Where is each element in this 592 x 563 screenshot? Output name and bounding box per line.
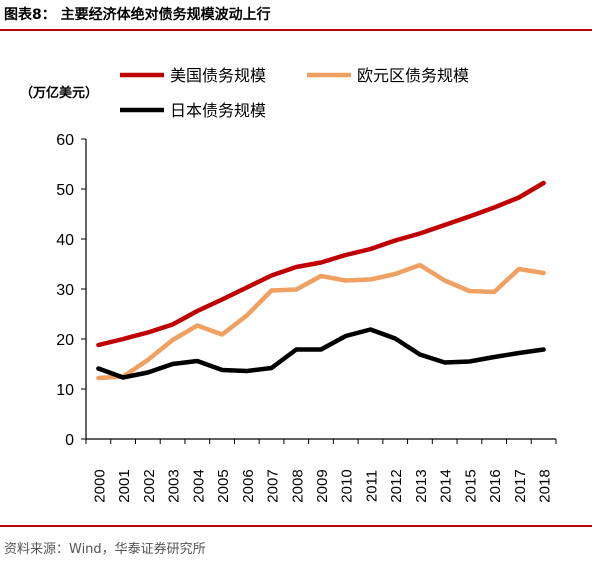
data-point — [542, 348, 545, 351]
data-point — [147, 331, 149, 334]
x-tick-label: 2009 — [314, 469, 331, 502]
data-point — [468, 215, 471, 218]
data-point — [97, 344, 100, 346]
data-point — [542, 272, 545, 274]
data-point — [369, 278, 372, 281]
series-layer — [96, 180, 546, 381]
data-point — [320, 261, 322, 264]
data-point — [518, 196, 520, 199]
y-axis-unit-label: （万亿美元） — [20, 85, 98, 101]
x-tick-label: 2017 — [512, 469, 529, 502]
y-tick-label: 60 — [56, 132, 74, 149]
data-point — [493, 206, 495, 209]
x-tick-label: 2010 — [339, 469, 356, 502]
y-tick-label: 20 — [56, 332, 74, 349]
x-tick-label: 2006 — [240, 469, 257, 502]
x-tick-label: 2018 — [537, 469, 554, 502]
data-point — [344, 335, 347, 337]
data-point — [171, 339, 174, 341]
source-note: 资料来源：Wind，华泰证券研究所 — [4, 542, 206, 557]
data-point — [493, 291, 495, 293]
data-point — [97, 377, 100, 379]
data-point — [97, 367, 100, 370]
top-rule — [0, 29, 592, 31]
data-point — [419, 232, 421, 235]
data-point — [518, 352, 520, 354]
data-point — [245, 286, 248, 289]
data-point — [468, 290, 471, 292]
x-tick-label: 2000 — [91, 469, 108, 502]
x-tick-label: 2005 — [215, 469, 232, 502]
data-point — [221, 369, 223, 371]
y-tick-label: 30 — [56, 282, 74, 299]
x-tick-label: 2011 — [363, 470, 380, 502]
y-tick-label: 0 — [65, 432, 74, 449]
y-tick-label: 10 — [56, 382, 74, 399]
x-tick-label: 2012 — [388, 469, 405, 502]
data-point — [270, 367, 273, 369]
data-point — [245, 370, 248, 372]
data-point — [443, 279, 446, 282]
data-point — [122, 376, 124, 379]
x-tick-label: 2001 — [116, 469, 133, 502]
data-point — [369, 248, 372, 250]
data-point — [443, 224, 446, 226]
legend-label: 美国债务规模 — [170, 66, 266, 85]
data-point — [196, 310, 199, 312]
data-point — [196, 360, 199, 362]
x-tick-label: 2002 — [141, 469, 158, 502]
data-point — [468, 360, 471, 363]
x-tick-label: 2015 — [462, 469, 479, 502]
data-point — [196, 324, 199, 327]
axes: 0 10 20 30 40 50 60 2000 2001 2002 2003 2004 2005 200… — [56, 132, 557, 503]
y-tick-label: 50 — [56, 182, 74, 199]
data-point — [344, 279, 347, 282]
data-point — [270, 289, 273, 292]
x-tick-label: 2008 — [289, 469, 306, 502]
data-point — [344, 254, 347, 256]
data-point — [221, 333, 223, 336]
data-point — [221, 298, 223, 301]
x-tick-label: 2014 — [438, 469, 455, 502]
data-point — [295, 288, 298, 291]
data-point — [419, 353, 421, 356]
data-point — [245, 314, 248, 317]
data-point — [394, 337, 397, 340]
data-point — [320, 275, 322, 277]
x-tick-label: 2016 — [487, 469, 504, 502]
data-point — [171, 323, 174, 326]
data-point — [122, 338, 124, 340]
legend-label: 日本债务规模 — [170, 101, 266, 120]
data-point — [394, 273, 397, 275]
data-point — [419, 264, 421, 266]
x-tick-label: 2004 — [190, 469, 207, 502]
x-tick-label: 2003 — [166, 469, 183, 502]
legend-label: 欧元区债务规模 — [357, 66, 469, 85]
data-point — [295, 266, 298, 268]
bottom-rule — [0, 525, 592, 527]
data-point — [171, 363, 174, 365]
series-line-2 — [96, 327, 546, 380]
data-point — [493, 356, 495, 358]
data-point — [147, 371, 149, 374]
y-tick-label: 40 — [56, 232, 74, 249]
x-tick-label: 2007 — [265, 469, 282, 502]
data-point — [147, 359, 149, 361]
series-line-0 — [96, 180, 546, 348]
data-point — [542, 182, 545, 184]
x-tick-label: 2013 — [413, 469, 430, 502]
figure-title: 图表8： 主要经济体绝对债务规模波动上行 — [4, 7, 271, 23]
data-point — [295, 348, 298, 351]
data-point — [394, 239, 397, 242]
data-point — [443, 361, 446, 364]
data-point — [270, 274, 273, 277]
data-point — [518, 268, 520, 270]
data-point — [320, 348, 322, 351]
data-point — [369, 328, 372, 331]
